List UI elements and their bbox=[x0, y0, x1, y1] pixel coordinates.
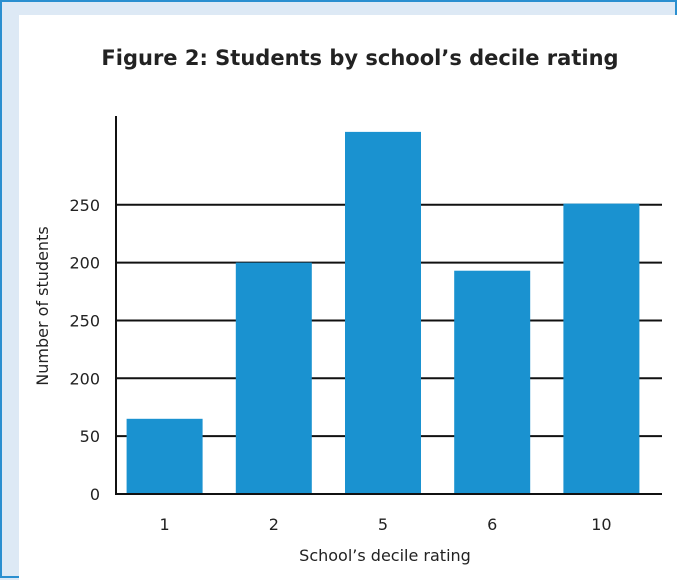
x-tick-labels: 1 2 5 6 10 bbox=[160, 515, 612, 534]
bars bbox=[126, 131, 640, 495]
y-tick-label: 200 bbox=[69, 369, 100, 388]
y-tick-label: 200 bbox=[69, 254, 100, 273]
x-tick-label: 1 bbox=[160, 515, 170, 534]
x-tick-label: 2 bbox=[269, 515, 279, 534]
bar bbox=[126, 418, 203, 494]
bar bbox=[235, 262, 312, 494]
x-tick-label: 5 bbox=[378, 515, 388, 534]
chart-title: Figure 2: Students by school’s decile ra… bbox=[101, 46, 619, 70]
bar bbox=[563, 203, 640, 494]
axes bbox=[115, 116, 662, 495]
x-axis-label: School’s decile rating bbox=[299, 546, 471, 565]
x-tick-label: 6 bbox=[487, 515, 497, 534]
y-tick-label: 250 bbox=[69, 196, 100, 215]
y-tick-label: 50 bbox=[80, 427, 100, 446]
y-axis-label: Number of students bbox=[33, 226, 52, 385]
y-tick-label: 0 bbox=[90, 485, 100, 504]
bar bbox=[345, 131, 421, 495]
y-tick-labels: 0 50 200 250 200 250 bbox=[69, 196, 100, 504]
y-tick-label: 250 bbox=[69, 311, 100, 330]
bar bbox=[454, 270, 531, 494]
x-tick-label: 10 bbox=[591, 515, 611, 534]
